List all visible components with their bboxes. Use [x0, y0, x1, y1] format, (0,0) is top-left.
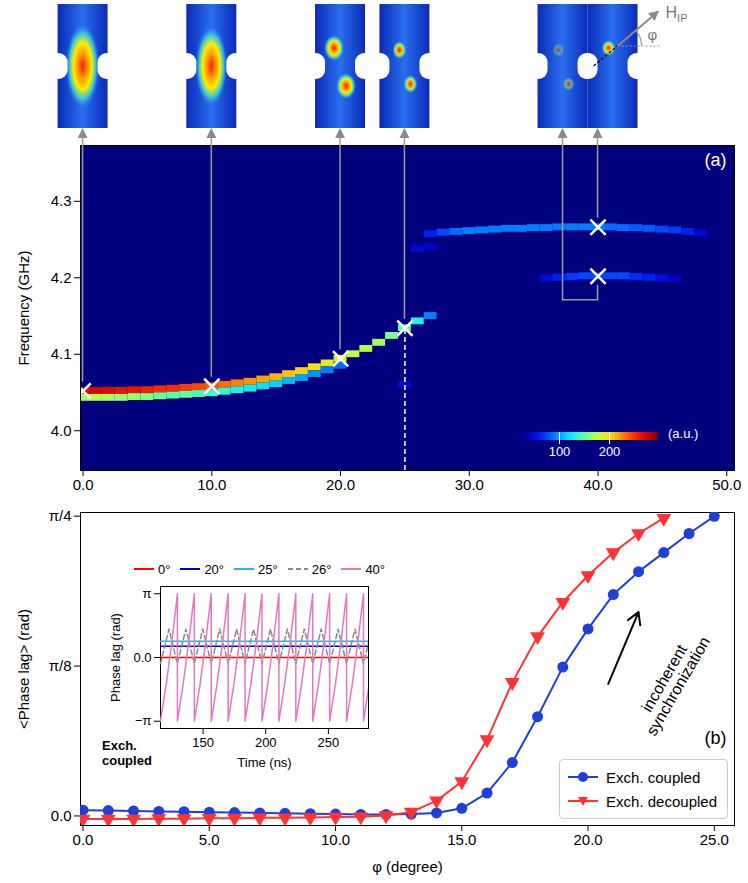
- svg-text:0.0: 0.0: [133, 650, 151, 665]
- svg-text:π: π: [143, 586, 152, 601]
- svg-text:φ: φ: [648, 26, 658, 43]
- svg-text:4.3: 4.3: [51, 192, 72, 209]
- svg-text:15.0: 15.0: [447, 831, 476, 848]
- svg-text:0.0: 0.0: [73, 831, 94, 848]
- html-text:0°: 0°: [157, 561, 171, 577]
- svg-text:−π: −π: [135, 713, 152, 728]
- html-text:26°: 26°: [311, 561, 332, 577]
- html-text:Exch. coupled: Exch. coupled: [102, 738, 152, 768]
- html-text:25°: 25°: [258, 561, 278, 577]
- svg-text:10.0: 10.0: [197, 476, 226, 493]
- svg-text:20.0: 20.0: [573, 831, 602, 848]
- svg-text:incoherentsynchronization: incoherentsynchronization: [629, 626, 713, 739]
- svg-text:10.0: 10.0: [321, 831, 350, 848]
- svg-text:0.0: 0.0: [51, 807, 72, 824]
- svg-text:100: 100: [549, 444, 571, 459]
- svg-text:40.0: 40.0: [583, 476, 612, 493]
- html-text:(a.u.): (a.u.): [668, 426, 699, 441]
- html-text:Exch. decoupled: Exch. decoupled: [606, 792, 717, 810]
- svg-text:25.0: 25.0: [700, 831, 729, 848]
- svg-text:π/4: π/4: [49, 507, 72, 524]
- html-text:20°: 20°: [204, 561, 224, 577]
- svg-text:50.0: 50.0: [712, 476, 741, 493]
- svg-text:4.1: 4.1: [51, 345, 72, 362]
- html-text:40°: 40°: [365, 561, 386, 577]
- svg-text:(a): (a): [705, 150, 727, 170]
- svg-text:HIP: HIP: [666, 4, 688, 24]
- svg-text:30.0: 30.0: [455, 476, 484, 493]
- svg-text:(b): (b): [705, 728, 727, 748]
- svg-text:<Phase lag> (rad): <Phase lag> (rad): [15, 609, 32, 729]
- svg-text:20.0: 20.0: [326, 476, 355, 493]
- svg-text:0.0: 0.0: [73, 476, 94, 493]
- svg-text:4.2: 4.2: [51, 269, 72, 286]
- svg-text:5.0: 5.0: [199, 831, 220, 848]
- svg-text:Time (ns): Time (ns): [237, 755, 291, 770]
- svg-text:π/8: π/8: [49, 657, 72, 674]
- svg-text:φ (degree): φ (degree): [372, 858, 443, 875]
- html-text:Exch. coupled: Exch. coupled: [606, 768, 701, 786]
- svg-text:250: 250: [318, 735, 340, 750]
- svg-text:200: 200: [599, 444, 621, 459]
- svg-text:200: 200: [255, 735, 277, 750]
- svg-text:Frequency (GHz): Frequency (GHz): [15, 250, 32, 365]
- svg-text:4.0: 4.0: [51, 422, 72, 439]
- svg-text:150: 150: [192, 735, 214, 750]
- svg-text:Phase lag (rad): Phase lag (rad): [108, 613, 123, 702]
